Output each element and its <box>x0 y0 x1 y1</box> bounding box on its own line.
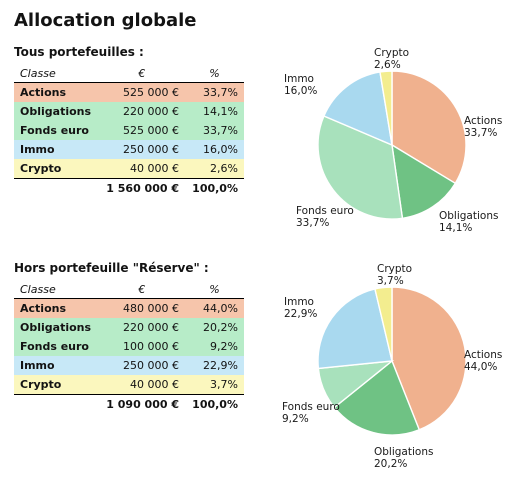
col-header-eur: € <box>99 65 185 83</box>
table-row: Obligations220 000 €20,2% <box>14 318 244 337</box>
col-header-eur: € <box>99 281 185 299</box>
table-panel: Hors portefeuille "Réserve" :Classe€%Act… <box>14 261 244 414</box>
cell-label: Immo <box>14 356 99 375</box>
table-row: Obligations220 000 €14,1% <box>14 102 244 121</box>
col-header-classe: Classe <box>14 65 99 83</box>
pie-chart <box>244 45 499 245</box>
cell-pct: 44,0% <box>185 299 244 319</box>
pie-panel: Actions44,0%Obligations20,2%Fonds euro9,… <box>244 261 499 461</box>
table-panel: Tous portefeuilles :Classe€%Actions525 0… <box>14 45 244 198</box>
total-pct: 100,0% <box>185 395 244 415</box>
cell-pct: 9,2% <box>185 337 244 356</box>
section-heading: Tous portefeuilles : <box>14 45 244 59</box>
cell-pct: 14,1% <box>185 102 244 121</box>
cell-eur: 100 000 € <box>99 337 185 356</box>
section-heading: Hors portefeuille "Réserve" : <box>14 261 244 275</box>
cell-eur: 40 000 € <box>99 375 185 395</box>
sections-container: Tous portefeuilles :Classe€%Actions525 0… <box>14 45 499 461</box>
page-title: Allocation globale <box>14 10 499 31</box>
cell-pct: 20,2% <box>185 318 244 337</box>
cell-pct: 2,6% <box>185 159 244 179</box>
total-eur: 1 560 000 € <box>99 179 185 199</box>
total-pct: 100,0% <box>185 179 244 199</box>
cell-empty <box>14 395 99 415</box>
section-0: Tous portefeuilles :Classe€%Actions525 0… <box>14 45 499 245</box>
table-row: Immo250 000 €22,9% <box>14 356 244 375</box>
cell-eur: 40 000 € <box>99 159 185 179</box>
total-row: 1 090 000 €100,0% <box>14 395 244 415</box>
table-row: Crypto40 000 €2,6% <box>14 159 244 179</box>
cell-eur: 525 000 € <box>99 83 185 103</box>
table-row: Crypto40 000 €3,7% <box>14 375 244 395</box>
allocation-table: Classe€%Actions480 000 €44,0%Obligations… <box>14 281 244 414</box>
cell-label: Immo <box>14 140 99 159</box>
cell-label: Actions <box>14 299 99 319</box>
cell-label: Actions <box>14 83 99 103</box>
pie-panel: Actions33,7%Obligations14,1%Fonds euro33… <box>244 45 499 245</box>
cell-pct: 22,9% <box>185 356 244 375</box>
col-header-pct: % <box>185 281 244 299</box>
col-header-pct: % <box>185 65 244 83</box>
cell-label: Obligations <box>14 102 99 121</box>
cell-eur: 250 000 € <box>99 140 185 159</box>
cell-eur: 220 000 € <box>99 318 185 337</box>
table-row: Fonds euro100 000 €9,2% <box>14 337 244 356</box>
pie-chart <box>244 261 499 461</box>
col-header-classe: Classe <box>14 281 99 299</box>
cell-pct: 33,7% <box>185 121 244 140</box>
cell-label: Crypto <box>14 375 99 395</box>
table-row: Fonds euro525 000 €33,7% <box>14 121 244 140</box>
cell-eur: 220 000 € <box>99 102 185 121</box>
cell-eur: 480 000 € <box>99 299 185 319</box>
cell-label: Fonds euro <box>14 337 99 356</box>
total-eur: 1 090 000 € <box>99 395 185 415</box>
section-1: Hors portefeuille "Réserve" :Classe€%Act… <box>14 261 499 461</box>
cell-empty <box>14 179 99 199</box>
table-row: Actions525 000 €33,7% <box>14 83 244 103</box>
cell-label: Obligations <box>14 318 99 337</box>
page: Allocation globale Tous portefeuilles : C… <box>0 0 513 500</box>
table-row: Actions480 000 €44,0% <box>14 299 244 319</box>
cell-label: Fonds euro <box>14 121 99 140</box>
cell-label: Crypto <box>14 159 99 179</box>
allocation-table: Classe€%Actions525 000 €33,7%Obligations… <box>14 65 244 198</box>
cell-eur: 250 000 € <box>99 356 185 375</box>
cell-pct: 33,7% <box>185 83 244 103</box>
table-row: Immo250 000 €16,0% <box>14 140 244 159</box>
cell-pct: 3,7% <box>185 375 244 395</box>
total-row: 1 560 000 €100,0% <box>14 179 244 199</box>
cell-eur: 525 000 € <box>99 121 185 140</box>
cell-pct: 16,0% <box>185 140 244 159</box>
